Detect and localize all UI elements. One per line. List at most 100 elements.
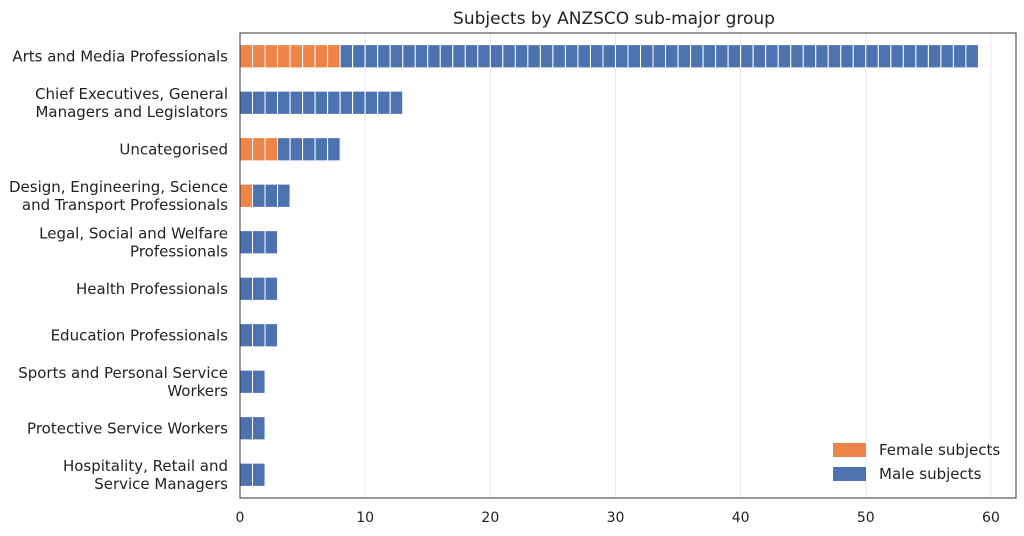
bar-segment — [765, 44, 779, 69]
bar-segment — [815, 44, 829, 69]
bar-segment — [239, 230, 254, 255]
bar-segment — [564, 44, 579, 69]
bar-segment — [552, 44, 566, 69]
bar-segment — [264, 323, 279, 348]
bar-segment — [640, 44, 654, 69]
bar-segment — [302, 137, 316, 162]
x-tick-label: 40 — [732, 510, 750, 526]
bar-segment — [915, 44, 929, 69]
bar-segment — [614, 44, 629, 69]
bar-segment — [840, 44, 854, 69]
bar-segment — [377, 90, 391, 115]
legend-label: Female subjects — [879, 441, 1000, 459]
bar-segment — [264, 230, 279, 255]
bar-segment — [252, 90, 266, 115]
legend: Female subjects Male subjects — [833, 441, 1000, 483]
category-label: Design, Engineering, Science and Transpor… — [9, 178, 228, 214]
bar-segment — [327, 137, 341, 162]
bar-segment — [727, 44, 742, 69]
bar-segment — [402, 44, 416, 69]
x-tick-label: 50 — [857, 510, 875, 526]
bar-segment — [314, 137, 329, 162]
bar-segment — [264, 137, 279, 162]
bar-segment — [752, 44, 767, 69]
chart-title: Subjects by ANZSCO sub-major group — [453, 9, 775, 29]
bar-segment — [302, 44, 316, 69]
bar-segment — [577, 44, 591, 69]
bar-segment — [414, 44, 429, 69]
category-label: Chief Executives, General Managers and Le… — [35, 85, 228, 121]
bar-segment — [314, 90, 329, 115]
x-tick-labels: 0 10 20 30 40 50 60 — [236, 510, 1000, 526]
bar-segment — [715, 44, 729, 69]
bar-segment — [965, 44, 979, 69]
bar-segment — [527, 44, 541, 69]
bar-segment — [239, 44, 254, 69]
bar-segment — [327, 44, 341, 69]
bar-segment — [802, 44, 817, 69]
bar-segment — [852, 44, 867, 69]
bar-segment — [352, 90, 366, 115]
bar-segment — [239, 90, 254, 115]
bar-segment — [627, 44, 642, 69]
bar-segment — [252, 44, 266, 69]
bar-segment — [252, 230, 266, 255]
bar-segment — [790, 44, 804, 69]
bar-segment — [777, 44, 792, 69]
bar-segment — [339, 90, 354, 115]
x-tick-label: 0 — [236, 510, 245, 526]
bar-segment — [252, 137, 266, 162]
x-tick-label: 20 — [481, 510, 499, 526]
bar-segment — [252, 416, 266, 441]
bar-segment — [377, 44, 391, 69]
bar-segment — [252, 276, 266, 301]
bar-segment — [239, 369, 254, 394]
bar-segment — [502, 44, 516, 69]
bar-segment — [865, 44, 879, 69]
bar-segment — [277, 137, 291, 162]
bar-segment — [252, 323, 266, 348]
category-labels: Arts and Media Professionals Chief Execut… — [9, 47, 228, 493]
legend-swatch — [833, 467, 866, 481]
category-label: Arts and Media Professionals — [12, 47, 228, 65]
bar-segment — [277, 44, 291, 69]
bar-segment — [665, 44, 679, 69]
bar-segment — [264, 276, 279, 301]
bar-segment — [239, 276, 254, 301]
bar-segment — [289, 137, 304, 162]
category-label: Uncategorised — [119, 140, 228, 158]
bar-segment — [439, 44, 454, 69]
category-label: Sports and Personal Service Workers — [18, 364, 228, 400]
bar-segment — [277, 183, 291, 208]
bar-segment — [690, 44, 704, 69]
bar-segment — [239, 416, 254, 441]
bar-segment — [364, 90, 379, 115]
bar-segment — [539, 44, 554, 69]
bar-segment — [389, 90, 404, 115]
bar-segment — [464, 44, 479, 69]
bar-segment — [352, 44, 366, 69]
bar-segment — [264, 183, 279, 208]
bar-segment — [827, 44, 842, 69]
bar-segment — [877, 44, 892, 69]
bar-segment — [364, 44, 379, 69]
category-label: Hospitality, Retail and Service Managers — [63, 457, 228, 493]
bar-segment — [514, 44, 529, 69]
bars — [239, 44, 979, 487]
bar-segment — [677, 44, 692, 69]
bar-segment — [652, 44, 667, 69]
bar-segment — [302, 90, 316, 115]
category-label: Health Professionals — [76, 280, 228, 298]
bar-segment — [264, 90, 279, 115]
category-label: Protective Service Workers — [27, 419, 228, 437]
legend-swatch — [833, 443, 866, 457]
bar-segment — [452, 44, 466, 69]
bar-segment — [277, 90, 291, 115]
bar-segment — [239, 462, 254, 487]
x-tick-label: 30 — [607, 510, 625, 526]
bar-segment — [289, 44, 304, 69]
category-label: Education Professionals — [51, 326, 229, 344]
bar-segment — [740, 44, 754, 69]
bar-segment — [264, 44, 279, 69]
